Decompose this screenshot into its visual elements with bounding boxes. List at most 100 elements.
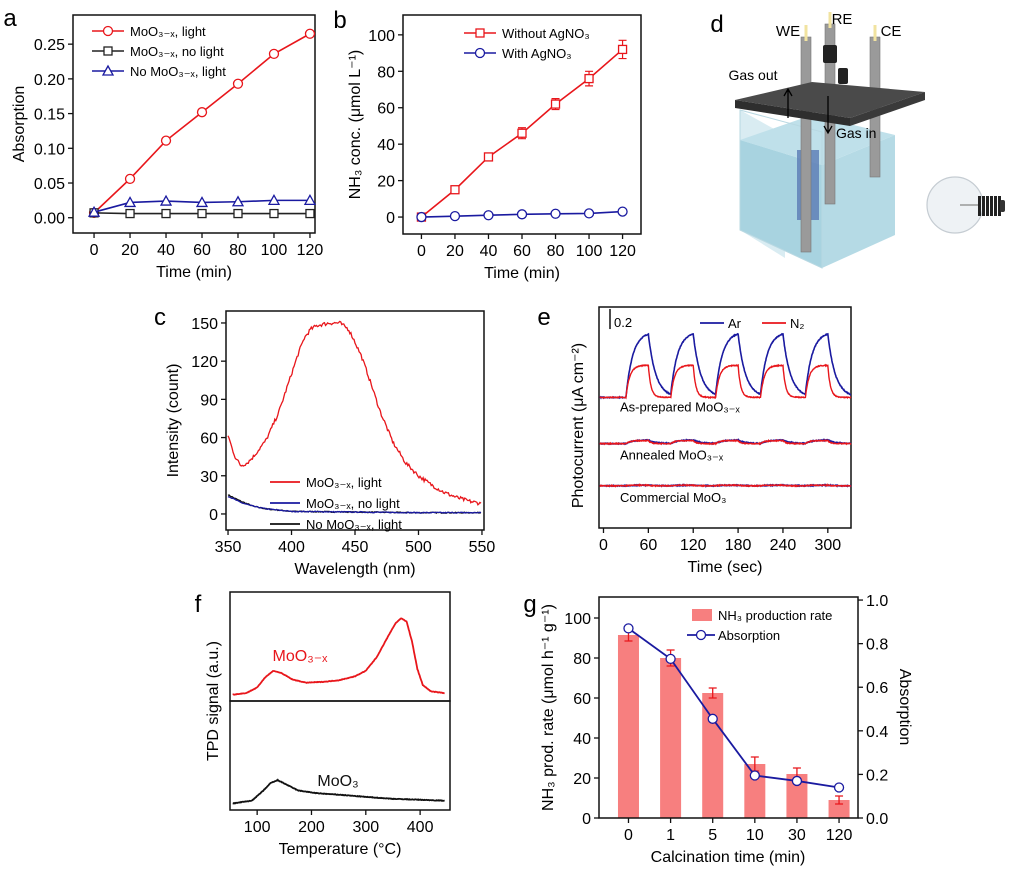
- re-holder-icon: [823, 45, 837, 63]
- y-tick-label-right: 0.4: [866, 724, 888, 741]
- y-axis-label: NH₃ conc. (μmol L⁻¹): [347, 50, 364, 200]
- electrode-label-re: RE: [832, 11, 853, 28]
- data-point: [125, 208, 135, 219]
- x-tick-label: 100: [244, 819, 271, 836]
- legend-marker: [103, 46, 113, 56]
- lid-plate: [735, 82, 925, 118]
- legend-swatch: [692, 609, 712, 621]
- legend-entry: MoO₃₋ₓ, no light: [92, 44, 224, 59]
- electrode-wire-ce: [873, 25, 877, 41]
- water-surface: [740, 115, 895, 165]
- data-point: [87, 205, 101, 217]
- y-tick-label: 30: [200, 469, 218, 486]
- y-axis-label: NH₃ prod. rate (μmol h⁻¹ g⁻¹): [540, 604, 557, 811]
- legend-label: With AgNO₃: [502, 46, 572, 61]
- data-point: [232, 78, 244, 89]
- trace-n2: [599, 483, 852, 488]
- data-point: [231, 195, 245, 207]
- y-tick-label: 60: [377, 101, 395, 118]
- data-point: [617, 206, 628, 217]
- gas-out-arrow-icon: [783, 87, 793, 118]
- legend-entry: Ar: [700, 316, 742, 331]
- bar: [786, 774, 808, 818]
- plot-frame: [598, 596, 859, 819]
- sample-traces: As-prepared MoO₃₋ₓ: [599, 332, 852, 414]
- x-axis-label: Calcination time (min): [651, 849, 806, 866]
- x-tick-label: 300: [814, 537, 841, 554]
- legend-entry: With AgNO₃: [464, 46, 572, 61]
- panel-a-chart: a 0 20 40 60 80 100 120 Time (min) 0.00 0.05 0.10 0.…: [3, 5, 323, 281]
- y-tick-label: 80: [377, 64, 395, 81]
- legend-entry: No MoO₃₋ₓ, light: [270, 517, 402, 532]
- series-2: [87, 194, 317, 217]
- bar: [828, 800, 850, 818]
- y-tick-label-right: 1.0: [866, 593, 888, 610]
- panel-c-chart: c 350 400 450 500 550 Wavelength (nm) 0 30 60 90 12…: [154, 304, 495, 578]
- legend-marker: [695, 629, 707, 641]
- data-point: [124, 173, 136, 184]
- legend-marker: [474, 47, 486, 59]
- data-point: [623, 623, 634, 634]
- y-tick-label: 0: [386, 210, 395, 227]
- legend-label: No MoO₃₋ₓ, light: [306, 517, 402, 532]
- y-tick-label: 20: [573, 771, 591, 788]
- x-tick-label: 40: [157, 242, 175, 259]
- x-tick-label: 1: [666, 827, 675, 844]
- y-axis-label-right: Absorption: [896, 669, 913, 746]
- y-tick-label: 0.15: [34, 107, 65, 124]
- panel-label-g: g: [523, 591, 536, 618]
- trace-n2: [599, 438, 852, 446]
- legend-entry: Absorption: [687, 628, 780, 643]
- data-point: [550, 208, 561, 219]
- data-point: [196, 107, 208, 118]
- y-tick-label: 40: [573, 731, 591, 748]
- plot-frame: [229, 700, 451, 811]
- x-tick-label: 180: [725, 537, 752, 554]
- data-point: [665, 653, 676, 665]
- x-tick-label: 30: [788, 827, 806, 844]
- data-point: [160, 135, 172, 146]
- legend-label: MoO₃₋ₓ, light: [306, 475, 382, 490]
- x-tick-label: 120: [826, 827, 853, 844]
- x-tick-label: 120: [297, 242, 324, 259]
- y-tick-label-right: 0.8: [866, 637, 888, 654]
- y-tick-label: 150: [191, 316, 218, 333]
- legend-label: MoO₃₋ₓ, no light: [130, 44, 224, 59]
- gas-in-label: Gas in: [836, 125, 876, 141]
- panel-label-b: b: [333, 7, 346, 34]
- legend-entry: MoO₃₋ₓ, no light: [270, 496, 400, 511]
- data-point: [450, 185, 460, 195]
- data-point: [233, 208, 243, 219]
- sample-traces: Commercial MoO₃: [599, 483, 852, 505]
- legend-entry: N₂: [762, 316, 804, 331]
- x-axis-label: Wavelength (nm): [294, 561, 415, 578]
- legend-entry: NH₃ production rate: [692, 608, 832, 623]
- y-tick-label: 120: [191, 354, 218, 371]
- y-axis-label: Photocurrent (μA cm⁻²): [570, 343, 587, 508]
- y-tick-label: 0.05: [34, 176, 65, 193]
- x-tick-label: 100: [261, 242, 288, 259]
- panel-label-a: a: [3, 5, 17, 32]
- sample-label: Commercial MoO₃: [620, 490, 726, 505]
- data-point: [197, 208, 207, 219]
- series-0: [416, 39, 628, 222]
- y-axis-label: TPD signal (a.u.): [205, 641, 222, 761]
- gas-out-label: Gas out: [728, 67, 777, 83]
- data-point: [269, 208, 279, 219]
- data-point: [267, 194, 281, 206]
- y-tick-label: 0.10: [34, 141, 65, 158]
- electrode-wire-re: [828, 12, 832, 28]
- electrode-wire-we: [804, 25, 808, 41]
- y-tick-label: 0.25: [34, 37, 65, 54]
- x-tick-label: 200: [298, 819, 325, 836]
- y-tick-label: 0.00: [34, 211, 65, 228]
- gas-in-arrow-icon: [823, 96, 833, 135]
- x-tick-label: 20: [121, 242, 139, 259]
- data-point: [584, 73, 594, 84]
- legend-entry: Without AgNO₃: [464, 26, 590, 41]
- data-point: [550, 99, 561, 109]
- panel-g-chart: g 0 1 5 10 30 120 Calcination time (min) 0 20 40 60…: [523, 591, 913, 866]
- legend-entry: MoO₃₋ₓ, light: [270, 475, 382, 490]
